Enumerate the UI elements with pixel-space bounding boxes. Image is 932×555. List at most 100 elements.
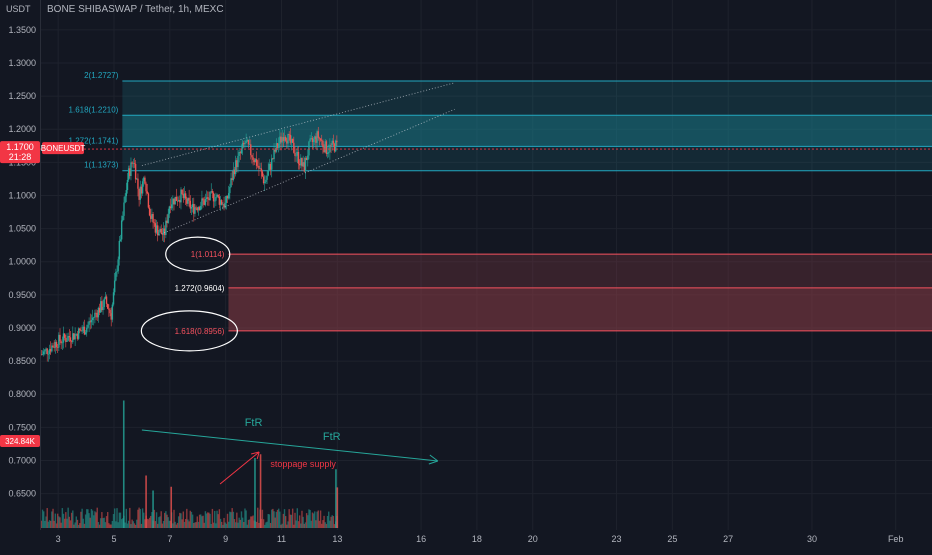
candle-body xyxy=(229,187,231,194)
candle-body xyxy=(273,149,275,159)
candle-body xyxy=(45,348,47,350)
candle-body xyxy=(238,152,240,156)
volume-bar xyxy=(157,523,159,528)
candle-body xyxy=(98,307,101,313)
x-tick-label: 5 xyxy=(111,534,116,544)
candle-body xyxy=(234,160,237,175)
volume-bar xyxy=(141,508,144,528)
volume-bar xyxy=(318,520,321,528)
volume-bar xyxy=(147,519,150,528)
candle-body xyxy=(236,160,238,168)
candle-body xyxy=(195,207,197,209)
candle-body xyxy=(240,148,243,154)
candle-body xyxy=(130,162,132,176)
wedge-lower-line[interactable] xyxy=(158,108,455,236)
circle-annotation-1[interactable] xyxy=(165,236,231,272)
candle-body xyxy=(237,155,239,168)
candle-body xyxy=(118,240,121,260)
candle-body xyxy=(251,155,253,158)
volume-bar xyxy=(283,509,286,528)
candles-layer xyxy=(40,126,338,362)
circle-annotation-2[interactable] xyxy=(140,310,238,352)
volume-bar xyxy=(200,514,202,528)
volume-bar xyxy=(244,508,246,528)
volume-bar xyxy=(61,508,64,528)
candle-body xyxy=(133,163,136,164)
candle-body xyxy=(212,192,215,202)
fib-level-label-down: 1.618(0.8956) xyxy=(175,327,225,336)
volume-bar xyxy=(96,507,98,528)
fib-zone-upper-1 xyxy=(122,81,932,116)
candle-body xyxy=(59,334,61,342)
candle-body xyxy=(182,194,185,199)
volume-bar xyxy=(222,524,224,528)
candle-body xyxy=(309,138,311,142)
candle-body xyxy=(102,307,104,311)
volume-spike xyxy=(152,490,154,528)
candle-body xyxy=(254,159,257,163)
volume-spike xyxy=(145,475,147,528)
x-tick-label: 27 xyxy=(723,534,733,544)
time-axis[interactable]: 3 5 7 9 11 13 16 18 20 23 25 27 30 Feb xyxy=(0,530,932,550)
volume-bar xyxy=(179,512,181,528)
candle-body xyxy=(155,225,158,233)
volume-bar xyxy=(153,509,155,528)
candle-body xyxy=(226,196,229,199)
volume-bar xyxy=(257,507,259,528)
candle-body xyxy=(191,203,194,208)
fib-level-label-up: 1.618(1.2210) xyxy=(69,105,119,114)
candle-body xyxy=(257,165,259,167)
volume-bar xyxy=(229,511,231,528)
candle-body xyxy=(90,320,93,323)
volume-bar xyxy=(216,510,218,528)
volume-bar xyxy=(261,509,264,528)
volume-bar xyxy=(223,517,225,528)
price-axis[interactable]: 1.3500 1.3000 1.2500 1.2000 1.1500 1.1000 1.05… xyxy=(0,0,41,530)
candle-body xyxy=(310,138,312,139)
fib-level-label-up: 1.272(1.1741) xyxy=(69,136,119,145)
volume-bar xyxy=(107,512,109,528)
candle-body xyxy=(159,228,161,233)
volume-bar xyxy=(251,516,253,528)
volume-bar xyxy=(83,523,86,528)
volume-bar xyxy=(186,508,188,528)
candle-body xyxy=(293,142,295,153)
candle-body xyxy=(176,200,179,202)
candle-body xyxy=(187,197,189,204)
volume-bar xyxy=(189,510,191,528)
volume-bar xyxy=(282,513,285,528)
candle-body xyxy=(164,228,166,236)
candle-body xyxy=(86,327,88,333)
candle-body xyxy=(215,197,217,201)
candle-body xyxy=(74,333,76,340)
candle-body xyxy=(312,139,315,142)
x-tick-label: 25 xyxy=(667,534,677,544)
volume-bar xyxy=(95,512,97,528)
volume-bar xyxy=(102,518,104,528)
x-tick-label: 23 xyxy=(612,534,622,544)
volume-bar xyxy=(110,524,112,528)
ftr-trend-arrow[interactable] xyxy=(141,429,438,462)
stoppage-arrow[interactable] xyxy=(219,451,260,485)
x-tick-label: 30 xyxy=(807,534,817,544)
candle-body xyxy=(190,207,193,209)
volume-bar xyxy=(108,523,110,528)
volume-bar xyxy=(115,521,117,528)
volume-bar xyxy=(188,521,190,528)
candle-body xyxy=(145,183,147,192)
volume-spike xyxy=(170,486,173,528)
candle-body xyxy=(319,138,322,141)
volume-bar xyxy=(198,514,201,528)
candle-body xyxy=(158,232,160,236)
volume-bar xyxy=(41,509,44,528)
candle-body xyxy=(173,198,175,205)
volume-bar xyxy=(68,516,71,528)
fib-zone-upper-3 xyxy=(122,146,932,171)
volume-spike xyxy=(259,454,262,528)
volume-bar xyxy=(221,521,223,528)
candle-body xyxy=(96,313,98,318)
candle-body xyxy=(152,214,154,223)
volume-bar xyxy=(230,512,232,528)
